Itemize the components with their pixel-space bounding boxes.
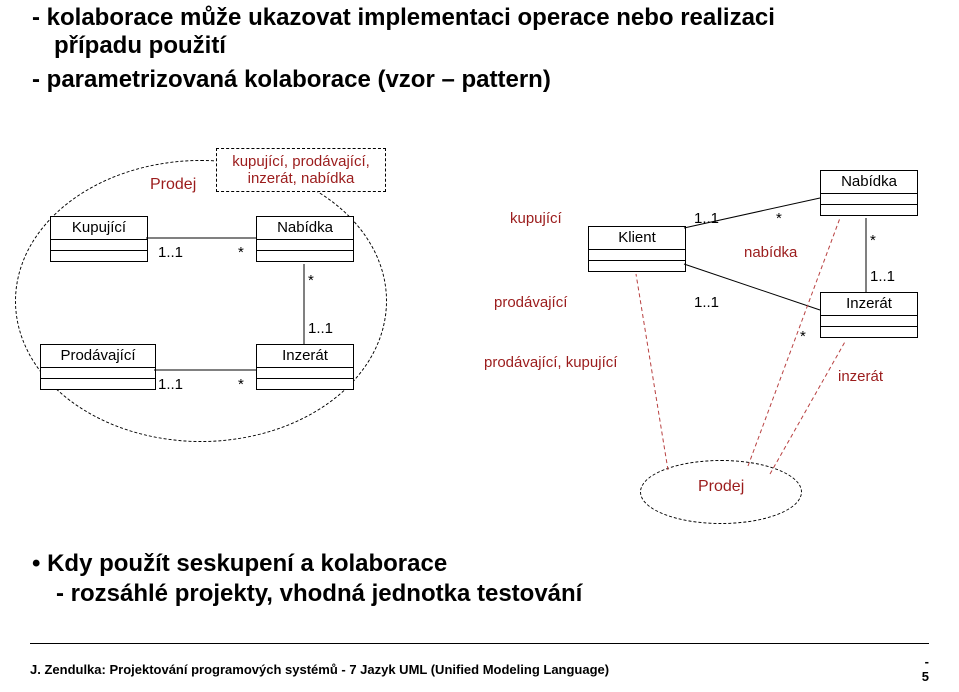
class-klient: Klient <box>588 226 686 272</box>
bullet-collab-impl-line1: - kolaborace může ukazovat implementaci … <box>32 4 775 32</box>
mult-nab-inz-bottom-r: 1..1 <box>870 268 895 285</box>
class-nabidka-left: Nabídka <box>256 216 354 262</box>
class-nabidka-right: Nabídka <box>820 170 918 216</box>
class-klient-title: Klient <box>589 227 685 250</box>
bullet-dot-icon: • <box>32 550 40 577</box>
bullet-when-to-use: • Kdy použít seskupení a kolaborace <box>32 550 447 578</box>
footer-left: J. Zendulka: Projektování programových s… <box>30 662 609 677</box>
class-kupujici: Kupující <box>50 216 148 262</box>
class-nabidka-left-title: Nabídka <box>257 217 353 240</box>
mult-kup-nab-left: 1..1 <box>158 244 183 261</box>
footer-page: 5 <box>922 669 929 684</box>
mult-prod-inz-right: * <box>238 376 244 393</box>
mult-klient-inz-left: 1..1 <box>694 294 719 311</box>
role-kupujici: kupující <box>510 210 562 227</box>
template-params-box: kupující, prodávající, inzerát, nabídka <box>216 148 386 192</box>
collab-name-right: Prodej <box>698 478 744 496</box>
class-inzerat-left: Inzerát <box>256 344 354 390</box>
bullet-collab-impl-line2: případu použití <box>54 32 226 60</box>
class-inzerat-right: Inzerát <box>820 292 918 338</box>
mult-nab-inz-bottom: 1..1 <box>308 320 333 337</box>
mult-inz-right: * <box>800 328 806 345</box>
mult-klient-nab-left: 1..1 <box>694 210 719 227</box>
collab-ellipse-left <box>15 160 387 442</box>
class-prodavajici: Prodávající <box>40 344 156 390</box>
role-prod-kup: prodávající, kupující <box>484 354 617 371</box>
footer-dash: - <box>925 654 929 669</box>
collab-name-left: Prodej <box>150 176 196 194</box>
mult-nab-inz-top-r: * <box>870 232 876 249</box>
class-nabidka-right-title: Nabídka <box>821 171 917 194</box>
bullet-when-to-use-text: Kdy použít seskupení a kolaborace <box>47 550 447 577</box>
role-nabidka: nabídka <box>744 244 797 261</box>
role-prodavajici: prodávající <box>494 294 567 311</box>
role-inzerat: inzerát <box>838 368 883 385</box>
mult-kup-nab-right: * <box>238 244 244 261</box>
class-prodavajici-title: Prodávající <box>41 345 155 368</box>
mult-prod-inz-left: 1..1 <box>158 376 183 393</box>
footer: J. Zendulka: Projektování programových s… <box>30 654 929 684</box>
bullet-large-projects: - rozsáhlé projekty, vhodná jednotka tes… <box>56 580 582 608</box>
mult-nab-inz-top: * <box>308 272 314 289</box>
bullet-parametrized: - parametrizovaná kolaborace (vzor – pat… <box>32 66 551 94</box>
mult-klient-nab-right: * <box>776 210 782 227</box>
class-kupujici-title: Kupující <box>51 217 147 240</box>
class-inzerat-right-title: Inzerát <box>821 293 917 316</box>
footer-separator <box>30 643 929 644</box>
class-inzerat-left-title: Inzerát <box>257 345 353 368</box>
